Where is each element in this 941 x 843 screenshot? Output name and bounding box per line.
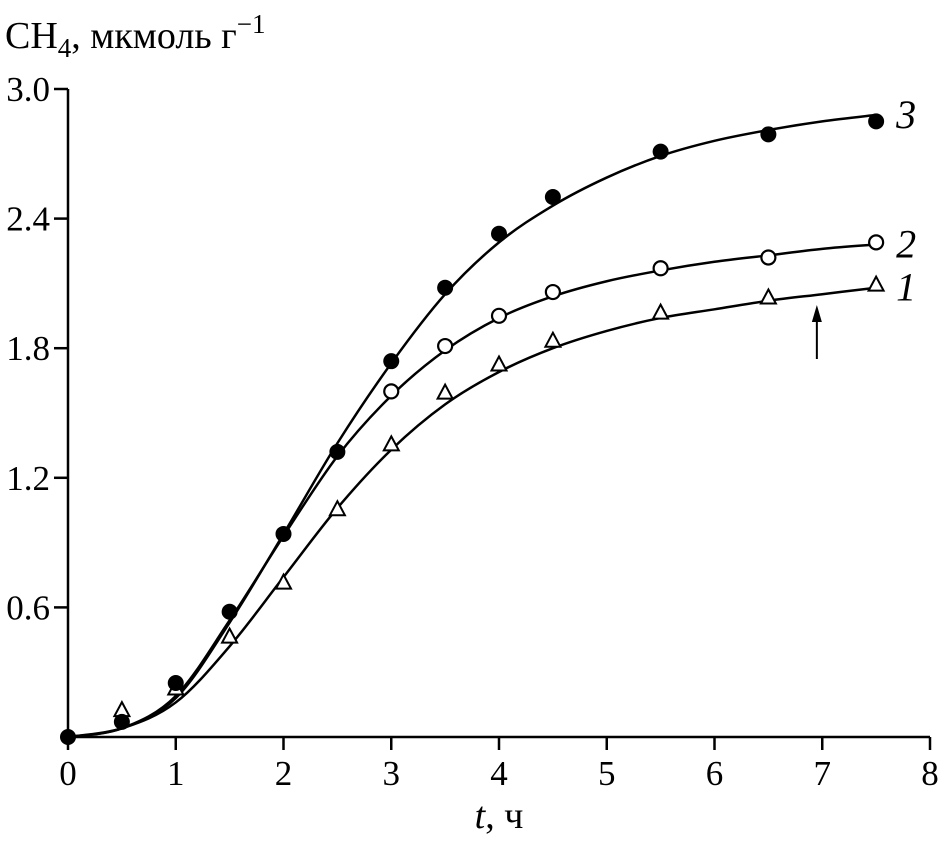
x-tick-label: 7 — [814, 754, 832, 793]
series-3-marker — [167, 675, 184, 691]
series-3-marker — [760, 126, 777, 143]
series-label: 3 — [895, 92, 916, 137]
x-axis-title: t, ч — [475, 795, 524, 837]
data-markers — [60, 113, 886, 745]
series-1-marker — [435, 382, 455, 400]
x-tick-label: 0 — [59, 754, 77, 793]
series-3-marker — [275, 525, 292, 542]
series-2-marker — [490, 307, 508, 324]
series-1-marker — [651, 302, 670, 320]
series-3-marker — [221, 603, 238, 620]
series-1-marker — [866, 274, 886, 292]
series-1-fit-curve — [67, 286, 877, 739]
y-axis-title-unit: , мкмоль г — [71, 15, 236, 57]
series-1-marker — [489, 354, 509, 372]
series-2-marker — [760, 249, 777, 266]
arrow-annotation — [811, 305, 822, 359]
series-2-marker — [383, 383, 400, 400]
series-1-marker — [759, 287, 778, 305]
series-3-marker — [491, 225, 507, 242]
x-tick-label: 6 — [706, 754, 724, 793]
x-tick-label: 2 — [275, 754, 293, 793]
series-3-marker — [60, 729, 76, 745]
y-tick-label: 1.8 — [6, 329, 50, 368]
series-3-marker — [383, 353, 400, 370]
x-tick-label: 8 — [921, 754, 939, 793]
x-axis-title-unit: , ч — [485, 795, 523, 837]
x-tick-label: 5 — [598, 754, 616, 793]
series-1-marker — [543, 330, 563, 348]
y-tick-label: 0.6 — [6, 588, 50, 627]
series-3-marker — [652, 143, 669, 160]
x-tick-label: 1 — [167, 754, 185, 793]
series-2-fit-curve — [67, 243, 877, 739]
series-3-marker — [329, 443, 346, 460]
series-1-marker — [274, 572, 293, 590]
x-tick-label: 3 — [383, 754, 401, 793]
series-2-marker — [437, 337, 454, 355]
x-axis-title-variable: t — [475, 795, 487, 837]
series-2-marker — [544, 283, 561, 301]
series-labels: 12 3 — [895, 92, 916, 310]
series-label: 2 — [896, 222, 916, 267]
y-tick-label: 1.2 — [6, 459, 50, 498]
y-axis-title-superscript: −1 — [237, 9, 266, 39]
y-tick-label: 3.0 — [6, 70, 50, 109]
y-axis-ticks: 0.6 1.2 1.8 2.4 3.0 — [6, 70, 68, 627]
series-1-marker — [382, 434, 401, 452]
series-1-marker — [328, 499, 347, 517]
series-3-marker — [113, 713, 130, 730]
arrow-head — [811, 305, 822, 322]
series-1-marker — [220, 626, 239, 644]
y-axis-title-species: CH — [5, 15, 58, 57]
series-3-fit-curve — [67, 113, 877, 739]
series-2-marker — [652, 260, 669, 277]
x-tick-label: 4 — [490, 754, 508, 793]
series-label: 1 — [896, 265, 916, 310]
fit-curves — [67, 113, 877, 739]
y-tick-label: 2.4 — [6, 200, 50, 239]
y-axis-title-subscript: 4 — [58, 33, 72, 63]
x-axis-ticks: 0 1 2 3 4 5 6 7 8 — [59, 737, 939, 793]
y-axis-title: CH4, мкмоль г−1 — [5, 9, 265, 63]
series-3-marker — [544, 189, 561, 205]
series-3-marker — [868, 113, 885, 130]
series-2-marker — [868, 234, 885, 251]
series-3-marker — [437, 279, 454, 296]
